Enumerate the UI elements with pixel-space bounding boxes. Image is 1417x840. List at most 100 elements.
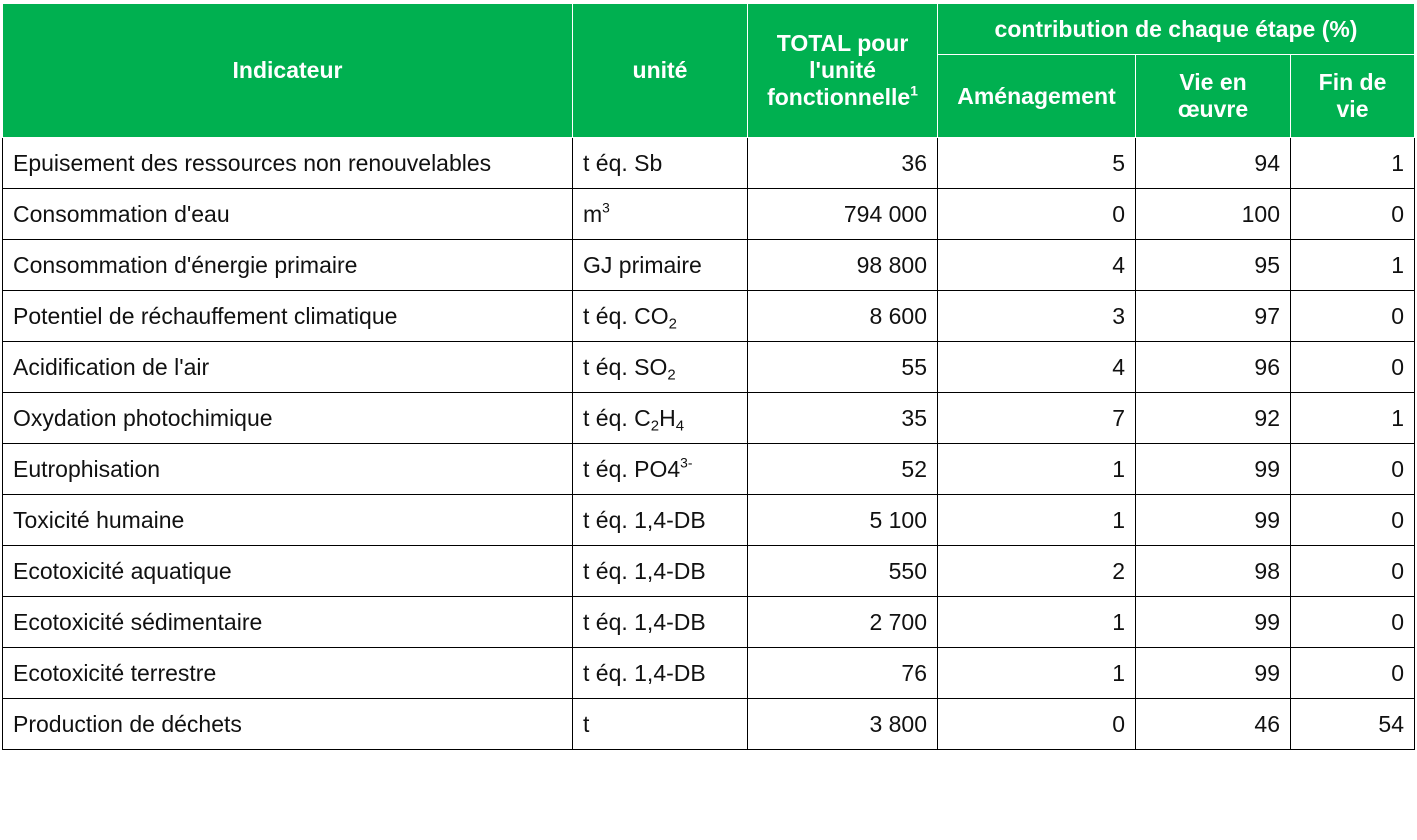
vie-en-oeuvre-cell: 46 — [1135, 698, 1291, 750]
vie-en-oeuvre-cell: 98 — [1135, 545, 1291, 597]
fin-de-vie-cell: 54 — [1289, 698, 1416, 750]
unit-base: t éq. C — [583, 404, 651, 431]
unit-base: t éq. 1,4-DB — [583, 659, 706, 686]
fin-de-vie-cell: 1 — [1289, 392, 1416, 444]
unit-base: t éq. SO — [583, 353, 668, 380]
indicator-cell: Consommation d'eau — [2, 188, 573, 240]
unit-cell: t éq. SO2 — [572, 341, 748, 393]
vie-en-oeuvre-cell: 92 — [1135, 392, 1291, 444]
total-cell: 55 — [747, 341, 938, 393]
unit-base: t éq. PO4 — [583, 455, 681, 482]
table-row: Production de déchets t 3 800 0 46 54 — [2, 698, 1416, 750]
amenagement-cell: 4 — [937, 341, 1136, 393]
table-row: Consommation d'énergie primaire GJ primai… — [2, 239, 1416, 291]
indicator-cell: Ecotoxicité sédimentaire — [2, 596, 573, 648]
total-cell: 2 700 — [747, 596, 938, 648]
amenagement-cell: 0 — [937, 188, 1136, 240]
unit-subscript: 2 — [667, 365, 676, 383]
vie-en-oeuvre-cell: 99 — [1135, 596, 1291, 648]
header-unit: unité — [572, 3, 748, 138]
unit-cell: t — [572, 698, 748, 750]
table-row: Eutrophisation t éq. PO43- 52 1 99 0 — [2, 443, 1416, 495]
indicator-cell: Ecotoxicité terrestre — [2, 647, 573, 699]
amenagement-cell: 1 — [937, 647, 1136, 699]
vie-en-oeuvre-cell: 95 — [1135, 239, 1291, 291]
total-cell: 52 — [747, 443, 938, 495]
indicator-cell: Production de déchets — [2, 698, 573, 750]
indicator-cell: Epuisement des ressources non renouvelab… — [2, 137, 573, 189]
total-cell: 76 — [747, 647, 938, 699]
unit-subscript: 4 — [675, 416, 685, 434]
unit-cell: t éq. 1,4-DB — [572, 647, 748, 699]
amenagement-cell: 7 — [937, 392, 1136, 444]
unit-cell: GJ primaire — [572, 239, 748, 291]
unit-base: t éq. 1,4-DB — [583, 557, 706, 584]
amenagement-cell: 0 — [937, 698, 1136, 750]
fin-de-vie-cell: 1 — [1289, 137, 1416, 189]
unit-cell: t éq. 1,4-DB — [572, 494, 748, 546]
unit-textscript: H — [659, 404, 676, 431]
unit-base: t éq. Sb — [583, 149, 663, 176]
table-row: Epuisement des ressources non renouvelab… — [2, 137, 1416, 189]
header-total-label: TOTAL pour l'unité fonctionnelle — [767, 30, 911, 110]
unit-cell: t éq. Sb — [572, 137, 748, 189]
total-cell: 35 — [747, 392, 938, 444]
unit-cell: m3 — [572, 188, 748, 240]
vie-en-oeuvre-cell: 99 — [1135, 443, 1291, 495]
table-body: Epuisement des ressources non renouvelab… — [2, 137, 1416, 750]
table-row: Ecotoxicité aquatique t éq. 1,4-DB 550 2 98 0 — [2, 545, 1416, 597]
table-row: Toxicité humaine t éq. 1,4-DB 5 100 1 99 0 — [2, 494, 1416, 546]
unit-cell: t éq. 1,4-DB — [572, 596, 748, 648]
header-stage-group: contribution de chaque étape (%) — [936, 3, 1416, 55]
fin-de-vie-cell: 1 — [1289, 239, 1416, 291]
amenagement-cell: 1 — [937, 596, 1136, 648]
table-row: Ecotoxicité terrestre t éq. 1,4-DB 76 1 99 0 — [2, 647, 1416, 699]
total-cell: 8 600 — [747, 290, 938, 342]
vie-en-oeuvre-cell: 99 — [1135, 647, 1291, 699]
amenagement-cell: 2 — [937, 545, 1136, 597]
unit-subscript: 2 — [650, 416, 660, 434]
table-row: Acidification de l'air t éq. SO2 55 4 96 0 — [2, 341, 1416, 393]
amenagement-cell: 3 — [937, 290, 1136, 342]
unit-base: m — [583, 200, 603, 227]
header-stage-fin-de-vie: Fin de vie — [1289, 54, 1416, 138]
fin-de-vie-cell: 0 — [1289, 188, 1416, 240]
amenagement-cell: 4 — [937, 239, 1136, 291]
unit-base: t éq. 1,4-DB — [583, 506, 706, 533]
unit-base: t éq. CO — [583, 302, 669, 329]
unit-cell: t éq. CO2 — [572, 290, 748, 342]
unit-base: t éq. 1,4-DB — [583, 608, 706, 635]
total-cell: 36 — [747, 137, 938, 189]
indicator-cell: Potentiel de réchauffement climatique — [2, 290, 573, 342]
indicator-cell: Toxicité humaine — [2, 494, 573, 546]
unit-subscript: 2 — [668, 314, 677, 332]
fin-de-vie-cell: 0 — [1289, 341, 1416, 393]
header-stage-amenagement: Aménagement — [937, 54, 1136, 138]
header-indicator: Indicateur — [2, 3, 573, 138]
vie-en-oeuvre-cell: 97 — [1135, 290, 1291, 342]
indicator-cell: Ecotoxicité aquatique — [2, 545, 573, 597]
total-cell: 5 100 — [747, 494, 938, 546]
unit-cell: t éq. C2H4 — [572, 392, 748, 444]
header-stage-vie-en-oeuvre: Vie en œuvre — [1135, 54, 1291, 138]
vie-en-oeuvre-cell: 94 — [1135, 137, 1291, 189]
indicator-cell: Oxydation photochimique — [2, 392, 573, 444]
unit-base: t — [583, 710, 590, 737]
fin-de-vie-cell: 0 — [1289, 647, 1416, 699]
fin-de-vie-cell: 0 — [1289, 443, 1416, 495]
header-total: TOTAL pour l'unité fonctionnelle1 — [747, 3, 938, 138]
unit-base: GJ primaire — [583, 251, 702, 278]
unit-supscript: 3- — [680, 454, 693, 470]
amenagement-cell: 1 — [937, 443, 1136, 495]
unit-supscript: 3 — [602, 199, 610, 215]
fin-de-vie-cell: 0 — [1289, 545, 1416, 597]
table-row: Potentiel de réchauffement climatique t é… — [2, 290, 1416, 342]
indicator-cell: Eutrophisation — [2, 443, 573, 495]
lca-results-table: Indicateur unité TOTAL pour l'unité fonc… — [2, 3, 1416, 750]
vie-en-oeuvre-cell: 99 — [1135, 494, 1291, 546]
indicator-cell: Consommation d'énergie primaire — [2, 239, 573, 291]
unit-cell: t éq. PO43- — [572, 443, 748, 495]
indicator-cell: Acidification de l'air — [2, 341, 573, 393]
vie-en-oeuvre-cell: 100 — [1135, 188, 1291, 240]
total-cell: 550 — [747, 545, 938, 597]
